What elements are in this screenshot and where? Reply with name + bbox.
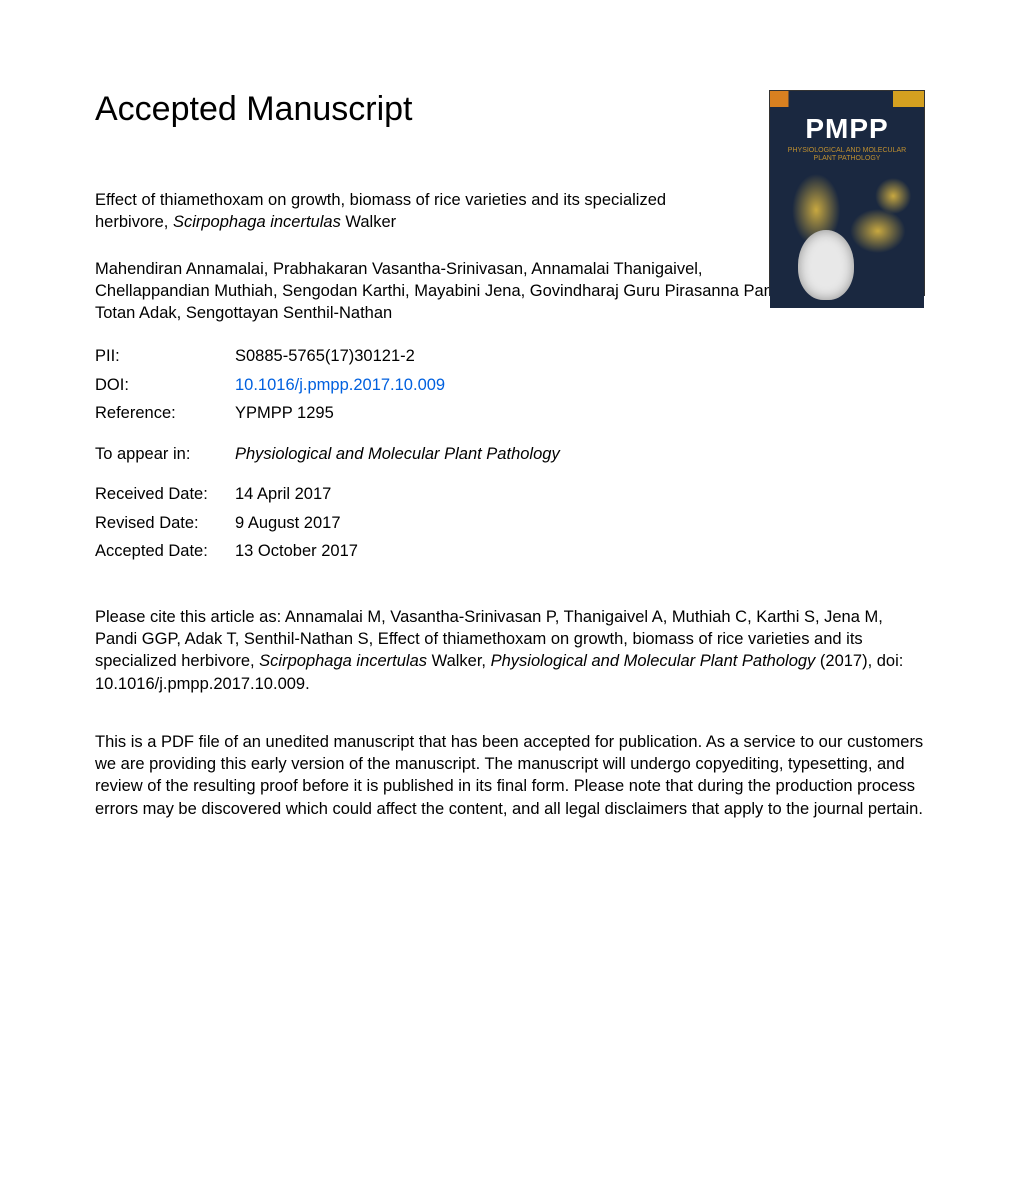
pii-label: PII: (95, 342, 235, 371)
citation-part2: Walker, (427, 652, 491, 670)
meta-row-accepted: Accepted Date: 13 October 2017 (95, 537, 560, 566)
cover-top-bar (770, 91, 924, 107)
authors-list: Mahendiran Annamalai, Prabhakaran Vasant… (95, 258, 795, 325)
revised-value: 9 August 2017 (235, 509, 560, 538)
doi-link[interactable]: 10.1016/j.pmpp.2017.10.009 (235, 376, 445, 394)
accepted-label: Accepted Date: (95, 537, 235, 566)
received-value: 14 April 2017 (235, 480, 560, 509)
cover-subtitle-line2: PLANT PATHOLOGY (814, 155, 881, 162)
citation-text: Please cite this article as: Annamalai M… (95, 606, 925, 695)
title-species: Scirpophaga incertulas (173, 213, 341, 231)
reference-value: YPMPP 1295 (235, 399, 560, 428)
metadata-table: PII: S0885-5765(17)30121-2 DOI: 10.1016/… (95, 342, 560, 566)
cover-artwork (770, 168, 924, 308)
citation-species: Scirpophaga incertulas (259, 652, 427, 670)
citation-journal: Physiological and Molecular Plant Pathol… (491, 652, 816, 670)
cover-acronym: PMPP (770, 113, 924, 145)
cover-subtitle-line1: PHYSIOLOGICAL AND MOLECULAR (788, 147, 906, 154)
meta-row-received: Received Date: 14 April 2017 (95, 480, 560, 509)
meta-row-revised: Revised Date: 9 August 2017 (95, 509, 560, 538)
cover-subtitle: PHYSIOLOGICAL AND MOLECULAR PLANT PATHOL… (770, 147, 924, 164)
appear-value: Physiological and Molecular Plant Pathol… (235, 440, 560, 469)
disclaimer-text: This is a PDF file of an unedited manusc… (95, 731, 925, 820)
doi-label: DOI: (95, 371, 235, 400)
appear-label: To appear in: (95, 440, 235, 469)
received-label: Received Date: (95, 480, 235, 509)
reference-label: Reference: (95, 399, 235, 428)
journal-cover-thumbnail: PMPP PHYSIOLOGICAL AND MOLECULAR PLANT P… (769, 90, 925, 296)
title-suffix: Walker (341, 213, 396, 231)
meta-row-appear: To appear in: Physiological and Molecula… (95, 440, 560, 469)
revised-label: Revised Date: (95, 509, 235, 538)
article-title: Effect of thiamethoxam on growth, biomas… (95, 189, 695, 234)
cover-specimen-icon (798, 230, 854, 300)
meta-row-reference: Reference: YPMPP 1295 (95, 399, 560, 428)
pii-value: S0885-5765(17)30121-2 (235, 342, 560, 371)
accepted-value: 13 October 2017 (235, 537, 560, 566)
meta-row-pii: PII: S0885-5765(17)30121-2 (95, 342, 560, 371)
meta-row-doi: DOI: 10.1016/j.pmpp.2017.10.009 (95, 371, 560, 400)
